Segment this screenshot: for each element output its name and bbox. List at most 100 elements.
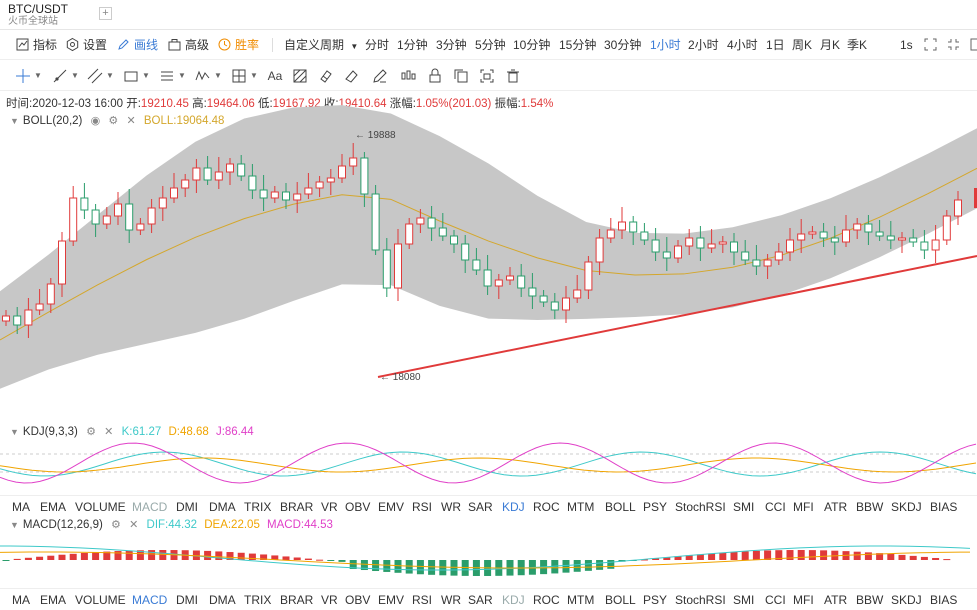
tab-upper-kdj[interactable]: KDJ <box>502 500 525 514</box>
tab-lower-dma[interactable]: DMA <box>209 593 236 607</box>
tab-upper-roc[interactable]: ROC <box>533 500 560 514</box>
rectangle-caret-icon[interactable]: ▼ <box>142 71 150 80</box>
wave-caret-icon[interactable]: ▼ <box>214 71 222 80</box>
tab-lower-trix[interactable]: TRIX <box>244 593 272 607</box>
trash-icon[interactable] <box>504 67 522 85</box>
parallel-caret-icon[interactable]: ▼ <box>106 71 114 80</box>
tab-upper-bbw[interactable]: BBW <box>856 500 884 514</box>
tab-upper-dma[interactable]: DMA <box>209 500 236 514</box>
tab-lower-rsi[interactable]: RSI <box>412 593 433 607</box>
advanced-button[interactable]: 高级 <box>168 37 209 53</box>
copy-icon[interactable] <box>452 67 470 85</box>
gear-icon[interactable]: ⚙ <box>86 426 96 438</box>
tab-upper-vr[interactable]: VR <box>321 500 338 514</box>
tab-upper-smi[interactable]: SMI <box>733 500 755 514</box>
tab-upper-boll[interactable]: BOLL <box>605 500 636 514</box>
tab-lower-mtm[interactable]: MTM <box>567 593 595 607</box>
period-month[interactable]: 月K <box>820 38 841 52</box>
window-icon[interactable] <box>970 37 977 53</box>
tab-upper-wr[interactable]: WR <box>441 500 461 514</box>
tab-upper-sar[interactable]: SAR <box>468 500 493 514</box>
tab-upper-stochrsi[interactable]: StochRSI <box>675 500 726 514</box>
macd-chart[interactable] <box>0 534 977 586</box>
tab-upper-ema[interactable]: EMA <box>40 500 67 514</box>
tab-lower-kdj[interactable]: KDJ <box>502 593 525 607</box>
tab-upper-brar[interactable]: BRAR <box>280 500 314 514</box>
tab-upper-atr[interactable]: ATR <box>824 500 848 514</box>
tab-lower-bias[interactable]: BIAS <box>930 593 958 607</box>
custom-period-dropdown[interactable]: 自定义周期 ▼ <box>284 37 358 53</box>
collapse-icon[interactable]: ▼ <box>10 116 19 126</box>
tab-lower-brar[interactable]: BRAR <box>280 593 314 607</box>
period-30min[interactable]: 30分钟 <box>604 38 642 52</box>
crosshair-icon[interactable] <box>14 67 32 85</box>
tab-lower-ma[interactable]: MA <box>12 593 30 607</box>
eye-icon[interactable]: ◉ <box>90 115 101 127</box>
settings-button[interactable]: 设置 <box>66 37 107 53</box>
period-1d[interactable]: 1日 <box>766 38 785 52</box>
lock-icon[interactable] <box>426 67 444 85</box>
candle-icon[interactable] <box>399 67 417 85</box>
collapse-icon[interactable]: ▼ <box>10 520 19 530</box>
tab-lower-macd[interactable]: MACD <box>132 593 168 607</box>
period-10min[interactable]: 10分钟 <box>513 38 551 52</box>
tab-lower-dmi[interactable]: DMI <box>176 593 198 607</box>
add-tab-button[interactable]: + <box>99 7 112 20</box>
refresh-interval[interactable]: 1s <box>900 38 913 52</box>
symbol-tab[interactable]: BTC/USDT 火币全球站 <box>8 3 68 28</box>
kdj-chart[interactable] <box>0 438 977 494</box>
candlestick-chart[interactable]: ← 18080 ← 19888 <box>0 105 977 420</box>
period-quarter[interactable]: 季K <box>847 38 868 52</box>
crosshair-caret-icon[interactable]: ▼ <box>34 71 42 80</box>
pen-icon[interactable] <box>371 67 389 85</box>
tab-lower-smi[interactable]: SMI <box>733 593 755 607</box>
screenshot-icon[interactable] <box>478 67 496 85</box>
period-week[interactable]: 周K <box>792 38 813 52</box>
period-2h[interactable]: 2小时 <box>688 38 719 52</box>
eraser-icon[interactable] <box>343 67 361 85</box>
tab-lower-emv[interactable]: EMV <box>378 593 405 607</box>
expand-icon[interactable] <box>947 37 964 53</box>
measure-icon[interactable] <box>230 67 248 85</box>
tab-upper-skdj[interactable]: SKDJ <box>891 500 922 514</box>
tab-upper-trix[interactable]: TRIX <box>244 500 272 514</box>
tab-upper-cci[interactable]: CCI <box>765 500 786 514</box>
tab-lower-skdj[interactable]: SKDJ <box>891 593 922 607</box>
close-icon[interactable]: ✕ <box>126 115 136 127</box>
fibonacci-icon[interactable] <box>158 67 176 85</box>
period-5min[interactable]: 5分钟 <box>475 38 506 52</box>
tab-lower-mfi[interactable]: MFI <box>793 593 814 607</box>
tab-lower-bbw[interactable]: BBW <box>856 593 884 607</box>
tab-lower-wr[interactable]: WR <box>441 593 461 607</box>
trendline-icon[interactable] <box>51 67 69 85</box>
winrate-button[interactable]: 胜率 <box>218 37 259 53</box>
measure-caret-icon[interactable]: ▼ <box>250 71 258 80</box>
fullscreen-icon[interactable] <box>924 37 941 53</box>
tab-upper-ma[interactable]: MA <box>12 500 30 514</box>
magnet-icon[interactable] <box>317 67 335 85</box>
close-icon[interactable]: ✕ <box>104 426 114 438</box>
gear-icon[interactable]: ⚙ <box>108 115 119 127</box>
draw-button[interactable]: 画线 <box>117 37 158 53</box>
tab-lower-vr[interactable]: VR <box>321 593 338 607</box>
tab-upper-dmi[interactable]: DMI <box>176 500 198 514</box>
tab-lower-obv[interactable]: OBV <box>345 593 371 607</box>
tab-lower-ema[interactable]: EMA <box>40 593 67 607</box>
rectangle-icon[interactable] <box>122 67 140 85</box>
fibonacci-caret-icon[interactable]: ▼ <box>178 71 186 80</box>
collapse-icon[interactable]: ▼ <box>10 427 19 437</box>
trendline-caret-icon[interactable]: ▼ <box>71 71 79 80</box>
parallel-lines-icon[interactable] <box>86 67 104 85</box>
period-fenshi[interactable]: 分时 <box>365 38 390 52</box>
pattern-icon[interactable] <box>291 67 309 85</box>
tab-lower-boll[interactable]: BOLL <box>605 593 636 607</box>
period-1h[interactable]: 1小时 <box>650 38 681 52</box>
tab-upper-psy[interactable]: PSY <box>643 500 668 514</box>
gear-icon[interactable]: ⚙ <box>111 519 121 531</box>
tab-upper-macd[interactable]: MACD <box>132 500 168 514</box>
tab-lower-stochrsi[interactable]: StochRSI <box>675 593 726 607</box>
text-tool-icon[interactable]: Aa <box>267 69 283 83</box>
tab-lower-volume[interactable]: VOLUME <box>75 593 126 607</box>
tab-lower-psy[interactable]: PSY <box>643 593 668 607</box>
tab-upper-volume[interactable]: VOLUME <box>75 500 126 514</box>
